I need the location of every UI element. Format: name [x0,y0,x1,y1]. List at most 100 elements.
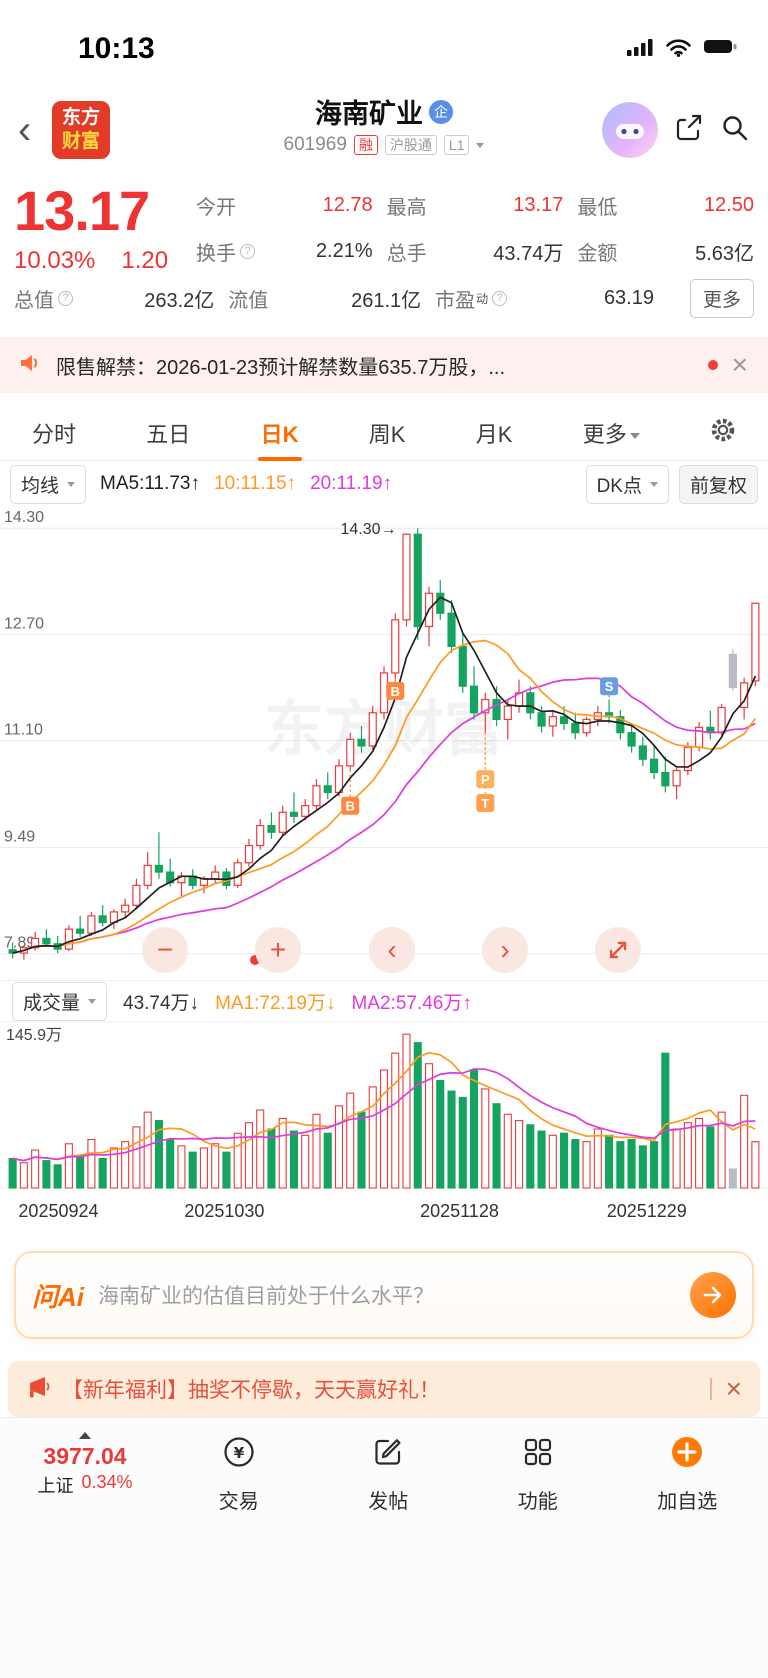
svg-text:P: P [481,772,490,787]
nav-trade[interactable]: ¥ 交易 [164,1432,314,1514]
chevron-down-icon [67,481,76,487]
quote-label: 市盈 [435,289,476,312]
x-axis-labels: 20250924 20251030 20251128 20251229 [0,1197,768,1231]
index-name: 上证 [37,1476,74,1497]
svg-text:12.70: 12.70 [4,616,44,633]
forward-adjust-button[interactable]: 前复权 [678,464,758,504]
svg-text:T: T [481,796,489,811]
announcement-bar[interactable]: 限售解禁：2026-01-23预计解禁数量635.7万股，... × [0,337,768,394]
dk-point-button[interactable]: DK点 [585,464,669,504]
tab-more[interactable]: 更多 [581,405,642,461]
wifi-icon [665,37,692,62]
quote-value: 263.2亿 [144,289,215,312]
svg-text:14.30: 14.30 [4,509,44,526]
stock-name: 海南矿业 [315,99,423,129]
enterprise-badge[interactable]: 企 [429,99,453,124]
quote-label: 最低 [577,196,618,219]
ma5-value: MA5:11.73↑ [100,473,200,495]
quote-label: 换手 [196,242,236,265]
status-bar: 10:13 [0,0,768,88]
nav-add-watchlist[interactable]: 加自选 [613,1432,763,1514]
index-quote[interactable]: 3977.04 上证 0.34% [6,1432,164,1498]
nav-features[interactable]: 功能 [463,1432,613,1514]
index-change: 0.34% [81,1472,133,1493]
current-price: 13.17 [14,179,150,242]
battery-icon [704,39,738,60]
tab-wuri[interactable]: 五日 [146,421,191,447]
hgt-badge: 沪股通 [384,135,437,155]
volume-ma1: MA1:72.19万↓ [215,992,336,1014]
ai-submit-button[interactable] [690,1272,736,1319]
svg-text:145.9万: 145.9万 [6,1027,62,1044]
search-icon[interactable] [720,113,750,148]
dynamic-pe-badge: 动 [476,291,489,306]
megaphone-icon [24,1374,50,1405]
gear-icon[interactable] [708,415,738,450]
level1-badge: L1 [443,135,470,155]
tab-daily-k[interactable]: 日K [259,405,301,461]
quote-label: 金额 [577,242,618,265]
nav-post[interactable]: 发帖 [314,1432,464,1514]
stock-code: 601969 [283,134,347,155]
more-button[interactable]: 更多 [689,278,754,318]
eastmoney-logo: 东方 财富 [52,101,110,159]
kline-chart[interactable]: 14.30 12.70 11.10 9.49 7.89 东方财富 B B P T S 14.30→ −… [0,507,768,982]
zoom-in-button[interactable]: + [255,927,301,974]
ask-ai-label: 问Ai [32,1281,85,1312]
price-block: 13.17 10.03% 1.20 [14,182,196,275]
x-label: 20251229 [606,1201,687,1222]
pan-left-button[interactable]: ‹ [369,927,415,974]
chart-controls: − + ‹ › [0,507,768,980]
ma-selector[interactable]: 均线 [10,464,87,504]
promo-banner[interactable]: 【新年福利】抽奖不停歇，天天赢好礼！ × [8,1361,760,1418]
tab-weekly-k[interactable]: 周K [368,421,406,447]
chevron-down-icon [88,998,97,1004]
close-icon[interactable]: × [725,1373,742,1405]
announcement-text: 限售解禁：2026-01-23预计解禁数量635.7万股，... [56,356,506,379]
period-tabs: 分时 五日 日K 周K 月K 更多 [0,405,768,462]
close-icon[interactable]: × [731,349,748,381]
volume-chart[interactable]: 145.9万 [0,1021,768,1197]
caret-up-icon [79,1432,91,1440]
notification-dot [707,360,718,371]
quote-value: 5.63亿 [695,242,754,265]
ai-question-text: 海南矿业的估值目前处于什么水平？ [98,1285,435,1309]
volume-current: 43.74万↓ [123,992,200,1014]
status-time: 10:13 [78,32,155,65]
header: ‹ 东方 财富 海南矿业 企 601969 融 沪股通 L1 [0,88,768,172]
info-icon[interactable] [58,290,73,306]
change-value: 1.20 [121,247,169,275]
volume-svg[interactable]: 145.9万 [0,1021,768,1189]
zoom-out-button[interactable]: − [142,927,188,974]
svg-text:14.30→: 14.30→ [340,521,396,538]
quote-row3: 总值 263.2亿 流值 261.1亿 市盈动 63.19 更多 [14,275,754,321]
quote-panel: 13.17 10.03% 1.20 今开 12.78 最高 13.17 最低 12.5… [0,172,768,329]
ask-ai-box[interactable]: 问Ai 海南矿业的估值目前处于什么水平？ [14,1251,754,1340]
quote-value: 43.74万 [493,242,564,265]
tab-monthly-k[interactable]: 月K [475,421,513,447]
back-button[interactable]: ‹ [18,108,32,152]
fullscreen-button[interactable] [595,927,641,974]
volume-selector[interactable]: 成交量 [12,981,108,1021]
pan-right-button[interactable]: › [482,927,528,974]
speaker-icon [18,350,44,381]
quote-value: 261.1亿 [351,289,422,312]
divider [709,1378,712,1401]
tab-fenshi[interactable]: 分时 [32,421,77,447]
bottom-nav: 3977.04 上证 0.34% ¥ 交易 发帖 功能 加自选 [0,1417,768,1678]
quote-value: 12.78 [322,193,373,216]
svg-text:S: S [605,679,614,694]
indicator-bar: 均线 MA5:11.73↑ 10:11.15↑ 20:11.19↑ DK点 前复… [0,461,768,507]
post-icon [368,1432,408,1477]
share-icon[interactable] [674,113,704,148]
info-icon[interactable] [240,243,255,259]
index-value: 3977.04 [43,1443,127,1470]
info-icon[interactable] [492,290,508,306]
svg-text:B: B [346,799,355,814]
promo-text: 【新年福利】抽奖不停歇，天天赢好礼！ [62,1379,440,1403]
mascot-avatar[interactable] [602,102,658,158]
volume-ma2: MA2:57.46万↑ [351,992,472,1014]
chevron-down-icon[interactable] [476,142,485,148]
